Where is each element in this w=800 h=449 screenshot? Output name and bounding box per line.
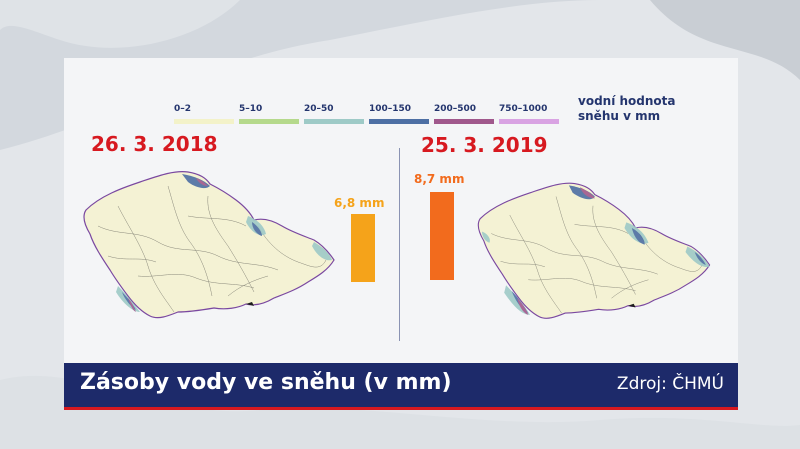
legend-label: 5–10 [239, 104, 263, 114]
accent-stripe [64, 407, 738, 410]
legend-swatch [499, 119, 559, 124]
legend-title: vodní hodnota sněhu v mm [578, 94, 676, 124]
legend-label: 100–150 [369, 104, 412, 114]
legend-title-line: sněhu v mm [578, 109, 661, 123]
legend-swatch [174, 119, 234, 124]
legend-item: 750–1000 [499, 104, 559, 124]
legend-swatch [239, 119, 299, 124]
legend-item: 200–500 [434, 104, 494, 124]
value-bar-2019 [430, 192, 454, 280]
legend-label: 750–1000 [499, 104, 548, 114]
legend-item: 0–2 [174, 104, 234, 124]
legend-label: 0–2 [174, 104, 192, 114]
legend: 0–2 5–10 20–50 100–150 200–500 750–1000 [174, 104, 674, 154]
date-left: 26. 3. 2018 [91, 132, 218, 156]
map-czechia-2018 [83, 171, 335, 319]
legend-title-line: vodní hodnota [578, 94, 676, 108]
source-label: Zdroj: ČHMÚ [616, 374, 724, 394]
map-czechia-2019 [477, 182, 711, 319]
title-bar: Zásoby vody ve sněhu (v mm) Zdroj: ČHMÚ [64, 363, 738, 407]
legend-swatch [369, 119, 429, 124]
content-panel: 0–2 5–10 20–50 100–150 200–500 750–1000 … [64, 58, 738, 363]
legend-label: 20–50 [304, 104, 334, 114]
legend-swatch [434, 119, 494, 124]
value-bar-2018 [351, 214, 375, 282]
legend-item: 5–10 [239, 104, 299, 124]
value-label-2019: 8,7 mm [414, 172, 465, 186]
legend-item: 100–150 [369, 104, 429, 124]
panel-divider [399, 148, 400, 341]
page-title: Zásoby vody ve sněhu (v mm) [80, 370, 452, 395]
legend-label: 200–500 [434, 104, 477, 114]
date-right: 25. 3. 2019 [421, 133, 548, 157]
legend-item: 20–50 [304, 104, 364, 124]
legend-swatch [304, 119, 364, 124]
value-label-2018: 6,8 mm [334, 196, 385, 210]
